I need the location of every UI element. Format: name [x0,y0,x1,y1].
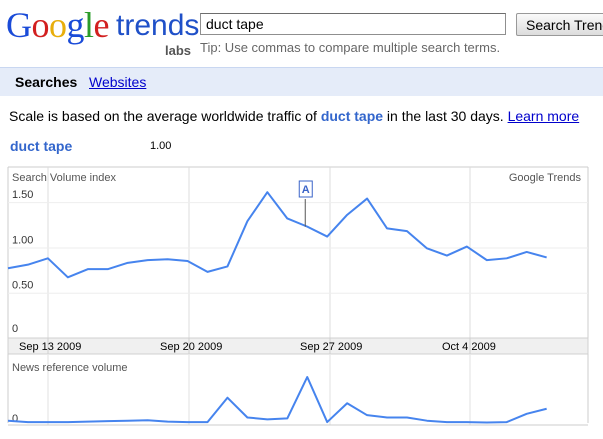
legend-value: 1.00 [150,140,172,152]
search-tip: Tip: Use commas to compare multiple sear… [200,40,501,55]
news-volume-line [7,376,547,424]
scale-term: duct tape [320,108,384,124]
news-reference-volume-label: News reference volume [12,362,128,374]
google-wordmark: Google [6,5,110,45]
y-tick-label: 1.50 [12,189,33,201]
learn-more-link[interactable]: Learn more [507,108,580,124]
trends-chart: 1.50 1.00 0.50 0 Search Volume index Google T… [7,166,589,426]
news-y-tick-label: 0 [12,413,18,425]
search-input[interactable] [200,13,506,35]
y-tick-label: 0.50 [12,280,33,292]
google-trends-logo[interactable]: Google trends labs [6,5,199,58]
trends-wordmark: trends [116,9,200,42]
x-date-label: Sep 13 2009 [19,341,81,353]
y-tick-label: 0 [12,323,18,335]
y-tick-label: 1.00 [12,234,33,246]
google-trends-source-label: Google Trends [509,172,582,184]
x-date-label: Sep 27 2009 [300,341,362,353]
date-axis-strip [7,337,589,355]
x-date-label: Sep 20 2009 [160,341,222,353]
scale-prefix: Scale is based on the average worldwide … [9,108,321,124]
tab-searches: Searches [15,74,78,90]
x-date-label: Oct 4 2009 [442,341,496,353]
scale-description: Scale is based on the average worldwide … [9,108,579,124]
legend-term[interactable]: duct tape [10,138,73,154]
scale-suffix: in the last 30 days. [383,108,504,124]
labs-label: labs [165,43,192,58]
tab-bar: Searches Websites [0,67,603,96]
tab-websites[interactable]: Websites [89,74,147,90]
search-trends-button[interactable]: Search Trends [516,13,603,36]
search-volume-line [7,191,547,279]
annotation-flag-a [298,180,313,198]
search-volume-index-label: Search Volume index [12,172,116,184]
annotation-a-label: A [302,184,310,196]
